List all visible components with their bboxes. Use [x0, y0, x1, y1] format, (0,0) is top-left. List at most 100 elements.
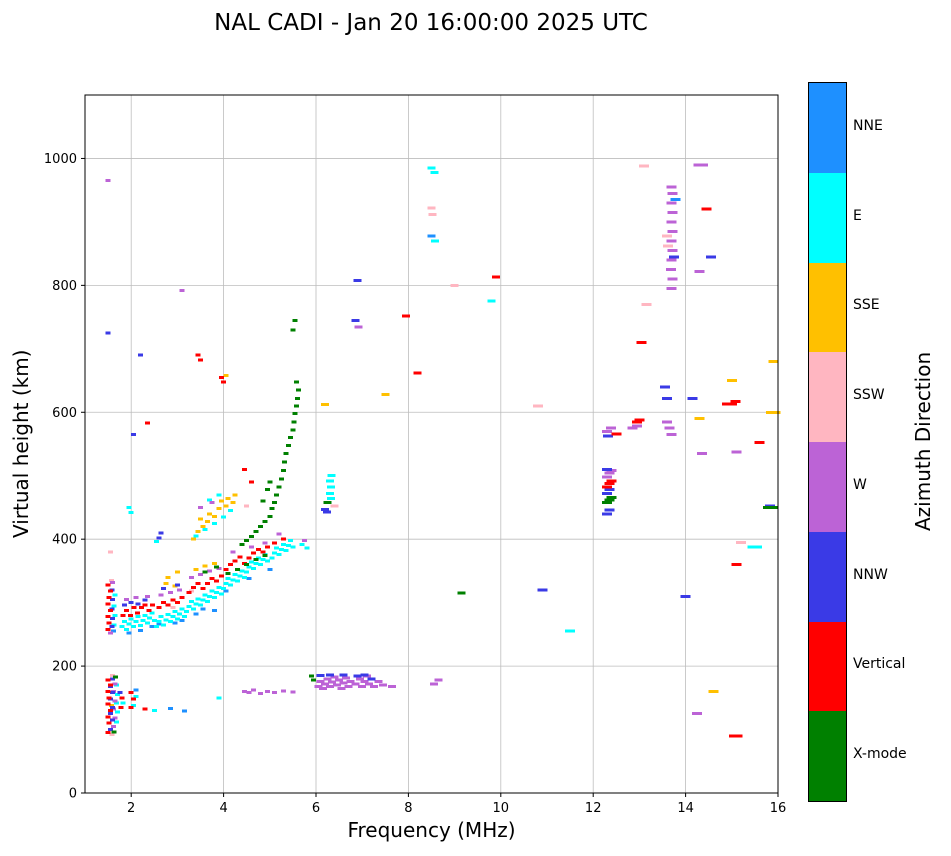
scatter-point-vertical — [204, 582, 210, 586]
scatter-point-w — [258, 691, 264, 695]
scatter-point-e — [327, 474, 336, 478]
scatter-point-x-mode — [282, 460, 288, 464]
scatter-point-w — [230, 550, 236, 554]
scatter-point-e — [258, 563, 264, 567]
scatter-point-nne — [267, 568, 273, 572]
scatter-point-e — [248, 560, 254, 564]
colorbar-segment-ssw — [809, 352, 846, 442]
scatter-point-ssw — [663, 244, 674, 248]
scatter-point-x-mode — [234, 568, 240, 572]
scatter-point-vertical — [237, 555, 243, 559]
scatter-point-e — [131, 703, 137, 707]
scatter-point-nne — [167, 707, 173, 711]
scatter-point-vertical — [260, 550, 266, 554]
scatter-point-e — [112, 613, 118, 617]
colorbar-label-nne: NNE — [853, 117, 883, 134]
scatter-point-e — [211, 521, 217, 525]
scatter-point-x-mode — [258, 524, 264, 528]
scatter-point-w — [667, 210, 678, 214]
scatter-point-w — [388, 684, 397, 688]
colorbar-segment-nnw — [809, 531, 846, 622]
scatter-point-nnw — [110, 718, 116, 722]
scatter-point-e — [246, 565, 252, 569]
scatter-point-e — [223, 582, 229, 586]
scatter-point-e — [325, 479, 334, 483]
scatter-point-e — [112, 593, 118, 597]
scatter-point-sse — [768, 360, 779, 364]
scatter-point-e — [271, 551, 277, 555]
scatter-point-nnw — [121, 603, 127, 607]
scatter-point-e — [241, 575, 247, 579]
scatter-point-vertical — [726, 402, 737, 406]
scatter-point-sse — [207, 512, 213, 516]
scatter-point-vertical — [105, 715, 111, 719]
scatter-point-vertical — [105, 583, 111, 587]
scatter-point-x-mode — [292, 412, 298, 416]
colorbar-label-vertical: Vertical — [853, 656, 906, 673]
scatter-point-vertical — [144, 421, 150, 425]
scatter-point-vertical — [106, 721, 112, 725]
scatter-point-e — [113, 720, 119, 724]
scatter-point-vertical — [602, 485, 613, 489]
colorbar-label-x-mode: X-mode — [853, 746, 907, 763]
scatter-point-sse — [223, 373, 229, 377]
scatter-point-w — [321, 682, 330, 686]
scatter-point-ssw — [108, 578, 114, 582]
scatter-point-w — [188, 575, 194, 579]
scatter-point-e — [174, 617, 180, 621]
scatter-point-e — [202, 528, 208, 532]
scatter-point-x-mode — [253, 530, 259, 534]
scatter-point-ssw — [107, 550, 113, 554]
scatter-point-w — [328, 680, 337, 684]
scatter-point-w — [179, 288, 185, 292]
scatter-point-nnw — [353, 674, 362, 678]
scatter-point-w — [262, 541, 268, 545]
scatter-point-w — [276, 532, 282, 536]
scatter-point-w — [731, 450, 742, 454]
scatter-point-ssw — [428, 212, 437, 216]
scatter-point-e — [165, 613, 171, 617]
scatter-point-w — [698, 163, 709, 167]
scatter-point-e — [228, 583, 234, 587]
scatter-point-e — [142, 613, 148, 617]
scatter-point-w — [665, 268, 676, 271]
scatter-point-w — [177, 588, 183, 592]
scatter-point-vertical — [131, 697, 137, 701]
scatter-point-e — [218, 592, 224, 596]
scatter-point-vertical — [701, 207, 712, 211]
y-tick-label: 200 — [52, 660, 77, 675]
scatter-point-x-mode — [262, 554, 268, 558]
scatter-point-sse — [202, 564, 208, 568]
scatter-point-vertical — [107, 709, 113, 713]
scatter-point-e — [202, 593, 208, 597]
scatter-point-x-mode — [290, 328, 296, 332]
scatter-point-nne — [200, 607, 206, 611]
scatter-point-vertical — [255, 547, 261, 551]
scatter-point-w — [632, 424, 643, 428]
scatter-point-nnw — [158, 531, 164, 535]
scatter-point-nnw — [156, 536, 162, 540]
scatter-point-nnw — [662, 396, 673, 400]
x-tick-label: 10 — [493, 801, 510, 816]
scatter-point-w — [429, 682, 438, 686]
scatter-point-e — [135, 615, 141, 619]
scatter-point-ssw — [641, 302, 652, 306]
scatter-point-sse — [225, 497, 231, 501]
scatter-point-nne — [427, 234, 436, 238]
scatter-point-w — [667, 191, 678, 195]
scatter-point-w — [112, 682, 118, 686]
scatter-point-w — [694, 269, 705, 273]
scatter-point-w — [627, 426, 638, 430]
scatter-point-e — [154, 625, 160, 629]
scatter-point-nnw — [107, 728, 113, 732]
scatter-point-w — [325, 684, 334, 688]
scatter-point-e — [188, 599, 194, 603]
scatter-point-sse — [195, 530, 201, 534]
scatter-point-x-mode — [294, 404, 300, 408]
scatter-point-sse — [191, 537, 197, 541]
scatter-point-w — [251, 688, 257, 692]
scatter-point-w — [339, 681, 348, 685]
scatter-point-vertical — [105, 689, 111, 693]
scatter-point-w — [112, 699, 118, 703]
scatter-point-nne — [193, 612, 199, 616]
